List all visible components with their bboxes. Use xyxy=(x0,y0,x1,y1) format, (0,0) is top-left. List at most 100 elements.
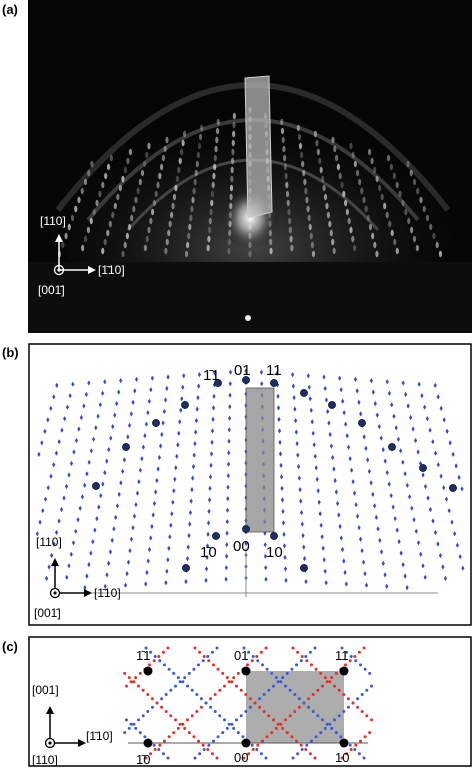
streak-dot xyxy=(121,176,124,182)
streak-dot xyxy=(388,221,391,227)
spot-label-m10-c: 1̄0 xyxy=(136,752,150,767)
lattice-line-dot xyxy=(303,702,306,705)
streak-dot xyxy=(189,215,192,221)
lattice-line-dot xyxy=(349,659,352,662)
lattice-line-dot xyxy=(261,740,264,743)
streak-dot xyxy=(84,236,87,242)
lattice-line-dot xyxy=(321,685,324,688)
panel-b-label: (b) xyxy=(2,345,19,360)
lattice-line-dot xyxy=(125,685,128,688)
lattice-line-dot xyxy=(258,697,261,700)
lattice-line-dot xyxy=(263,693,266,696)
lattice-line-dot xyxy=(315,735,318,738)
streak-dot xyxy=(144,245,147,251)
lattice-line-dot xyxy=(211,752,214,755)
streak-dot xyxy=(231,167,234,173)
lattice-line-dot xyxy=(338,714,341,717)
lattice-line-dot xyxy=(298,697,301,700)
streak-dot xyxy=(230,185,233,191)
lattice-line-dot xyxy=(191,714,194,717)
spot-marker xyxy=(419,464,426,471)
streak-dot xyxy=(299,143,302,149)
spot-marker-c xyxy=(340,667,349,676)
lattice-line-dot xyxy=(286,731,289,734)
streak-dot xyxy=(139,179,142,185)
streak-dot xyxy=(209,209,212,215)
streak-dot xyxy=(90,161,93,167)
spot-label-00: 00 xyxy=(233,538,250,555)
streak-dot xyxy=(368,149,371,155)
streak-dot xyxy=(145,152,148,158)
lattice-line-dot xyxy=(258,706,261,709)
lattice-line-dot xyxy=(228,723,231,726)
spot-label-11-c: 11 xyxy=(335,648,349,663)
lattice-line-dot xyxy=(200,706,203,709)
lattice-line-dot xyxy=(363,647,366,650)
streak-dot xyxy=(423,206,426,212)
streak-dot xyxy=(371,233,374,239)
streak-dot xyxy=(354,161,357,167)
streak-dot xyxy=(188,224,191,230)
lattice-line-dot xyxy=(267,689,270,692)
streak-dot xyxy=(282,137,285,143)
streak-dot xyxy=(312,251,315,257)
streak-dot xyxy=(166,239,169,245)
streak-dot xyxy=(330,230,333,236)
lattice-line-dot xyxy=(216,757,219,760)
streak-dot xyxy=(370,158,373,164)
lattice-line-dot xyxy=(230,680,233,683)
streak-dot xyxy=(232,122,235,128)
lattice-line-dot xyxy=(137,718,140,721)
lattice-line-dot xyxy=(218,689,221,692)
lattice-line-dot xyxy=(324,676,327,679)
streak-dot xyxy=(197,152,200,158)
axis-label-out-of-plane-c: [110] xyxy=(32,753,58,767)
lattice-line-dot xyxy=(183,727,186,730)
lattice-line-dot xyxy=(209,706,212,709)
streak-dot xyxy=(87,227,90,233)
axis-label-vertical-b: [110] xyxy=(36,535,62,549)
streak-dot xyxy=(362,197,365,203)
lattice-line-dot xyxy=(301,655,304,658)
lattice-line-dot xyxy=(158,659,161,662)
lattice-line-dot xyxy=(277,723,280,726)
lattice-line-dot xyxy=(230,723,233,726)
lattice-line-dot xyxy=(181,723,184,726)
streak-dot xyxy=(333,248,336,254)
panel-a-label: (a) xyxy=(2,2,18,17)
lattice-line-dot xyxy=(266,668,269,671)
lattice-line-dot xyxy=(195,693,198,696)
streak-dot xyxy=(207,245,210,251)
lattice-line-dot xyxy=(232,676,235,679)
lattice-line-dot xyxy=(212,740,215,743)
lattice-line-dot xyxy=(300,659,303,662)
lattice-line-dot xyxy=(249,697,252,700)
streak-dot xyxy=(303,179,306,185)
spot-label-10: 10 xyxy=(266,544,283,561)
lattice-line-dot xyxy=(223,685,226,688)
streak-dot xyxy=(339,173,342,179)
lattice-line-dot xyxy=(205,702,208,705)
lattice-line-dot xyxy=(330,676,333,679)
lattice-line-dot xyxy=(365,689,368,692)
lattice-line-dot xyxy=(154,748,157,751)
lattice-line-dot xyxy=(251,744,254,747)
lattice-line-dot xyxy=(305,659,308,662)
streak-dot xyxy=(386,212,389,218)
axis-label-horizontal-b: [1̄10] xyxy=(94,586,121,600)
streak-dot xyxy=(196,161,199,167)
streak-dot xyxy=(217,119,220,125)
lattice-line-dot xyxy=(359,740,362,743)
lattice-line-dot xyxy=(181,680,184,683)
streak-dot xyxy=(378,185,381,191)
streak-dot xyxy=(390,164,393,170)
streak-dot xyxy=(406,161,409,167)
lattice-line-dot xyxy=(361,710,364,713)
spot-label-10-c: 10 xyxy=(335,750,349,765)
spot-marker xyxy=(182,564,189,571)
streak-dot xyxy=(353,245,356,251)
lattice-line-dot xyxy=(342,693,345,696)
lattice-line-dot xyxy=(292,757,295,760)
streak-dot xyxy=(306,206,309,212)
streak-dot xyxy=(439,251,442,257)
